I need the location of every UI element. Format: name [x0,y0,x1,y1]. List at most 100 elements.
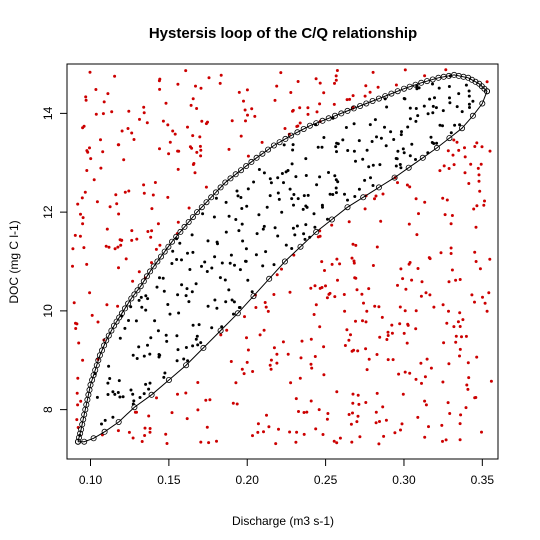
outside-point [274,442,278,446]
outside-point [473,300,476,304]
outside-point [483,301,487,305]
outside-point [371,70,375,74]
outside-point [148,430,152,434]
outside-point [423,399,427,403]
inside-point [184,346,188,349]
outside-point [242,99,245,103]
outside-point [414,377,418,381]
outside-point [298,106,302,110]
loop-marker [157,253,164,260]
outside-point [474,225,478,229]
outside-point [321,433,325,436]
outside-point [478,267,482,271]
inside-point [264,250,268,254]
inside-point [194,337,198,341]
inside-point [194,282,198,286]
inside-point [175,258,179,261]
outside-point [449,252,453,255]
outside-point [153,181,157,184]
loop-marker [412,81,419,88]
outside-point [309,286,313,290]
inside-point [137,345,141,349]
inside-point [107,364,111,368]
outside-point [166,195,170,199]
loop-marker [405,164,412,171]
inside-point [284,243,288,247]
outside-point [107,245,111,249]
outside-point [99,138,102,142]
inside-point [262,171,266,175]
loop-marker [227,175,234,182]
outside-point [272,293,276,296]
inside-point [223,278,227,282]
outside-point [76,202,80,206]
inside-point [353,195,357,198]
loop-marker [165,376,172,383]
outside-point [318,325,322,329]
outside-point [80,196,84,200]
outside-point [419,361,423,365]
inside-point [100,422,103,426]
inside-point [294,175,298,179]
inside-point [206,304,210,308]
inside-point [375,135,378,139]
inside-point [334,145,338,149]
inside-point [261,227,265,231]
outside-point [145,121,149,125]
inside-point [408,154,412,158]
outside-point [130,229,134,233]
inside-point [212,215,216,219]
loop-marker [300,126,307,133]
outside-point [88,291,92,295]
outside-point [467,182,471,185]
inside-point [344,126,348,129]
inside-point [312,212,316,216]
inside-point [184,294,188,298]
outside-point [298,376,302,380]
outside-point [266,309,270,313]
outside-point [126,127,130,130]
outside-point [85,262,89,266]
loop-marker [118,310,125,317]
outside-point [475,141,479,145]
outside-point [349,422,353,426]
outside-point [441,380,445,384]
loop-marker [143,273,150,280]
inside-point [392,138,396,141]
outside-point [458,278,462,281]
inside-point [135,357,139,360]
outside-point [376,85,380,89]
inside-point [343,192,346,196]
outside-point [463,155,467,159]
outside-point [135,237,139,241]
outside-point [403,370,407,374]
outside-points-layer [71,68,493,446]
inside-point [302,194,306,198]
inside-point [467,94,471,98]
outside-point [454,334,458,338]
outside-point [463,171,467,175]
outside-point [335,441,339,445]
inside-point [157,355,161,359]
inside-point [369,176,372,180]
inside-point [438,123,442,127]
inside-point [291,226,295,230]
outside-point [427,425,430,429]
outside-point [364,84,368,88]
outside-point [117,266,120,270]
outside-point [120,238,124,242]
loop-marker [253,154,260,161]
outside-point [95,200,99,204]
loop-marker [122,305,129,312]
outside-point [143,426,147,430]
inside-point [431,82,434,86]
outside-point [423,200,427,204]
outside-point [375,391,379,395]
loop-marker [137,283,144,290]
loop-marker [382,93,389,100]
outside-point [82,246,86,250]
inside-point [170,262,174,265]
loop-marker [189,214,196,221]
loop-marker [319,117,326,124]
loop-marker [208,194,215,201]
